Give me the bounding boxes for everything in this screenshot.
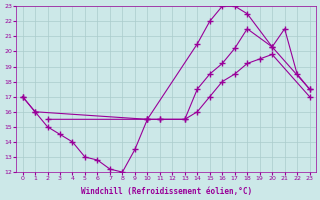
- X-axis label: Windchill (Refroidissement éolien,°C): Windchill (Refroidissement éolien,°C): [81, 187, 252, 196]
